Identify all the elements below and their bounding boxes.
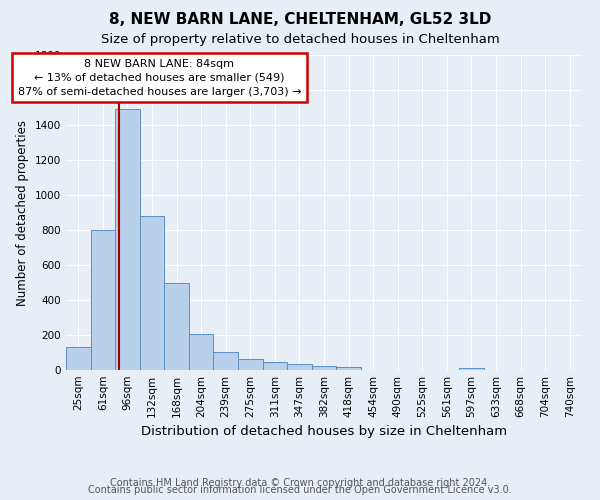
- Bar: [91, 230, 115, 370]
- Text: Contains HM Land Registry data © Crown copyright and database right 2024.: Contains HM Land Registry data © Crown c…: [110, 478, 490, 488]
- Y-axis label: Number of detached properties: Number of detached properties: [16, 120, 29, 306]
- Bar: [287, 364, 312, 370]
- Text: Contains public sector information licensed under the Open Government Licence v3: Contains public sector information licen…: [88, 485, 512, 495]
- Text: 8, NEW BARN LANE, CHELTENHAM, GL52 3LD: 8, NEW BARN LANE, CHELTENHAM, GL52 3LD: [109, 12, 491, 28]
- Bar: [263, 362, 287, 370]
- X-axis label: Distribution of detached houses by size in Cheltenham: Distribution of detached houses by size …: [141, 426, 507, 438]
- Bar: [164, 284, 189, 370]
- Bar: [140, 216, 164, 370]
- Bar: [238, 358, 263, 370]
- Bar: [214, 352, 238, 370]
- Bar: [66, 347, 91, 370]
- Bar: [336, 366, 361, 370]
- Bar: [115, 110, 140, 370]
- Text: Size of property relative to detached houses in Cheltenham: Size of property relative to detached ho…: [101, 32, 499, 46]
- Bar: [189, 334, 214, 370]
- Text: 8 NEW BARN LANE: 84sqm
← 13% of detached houses are smaller (549)
87% of semi-de: 8 NEW BARN LANE: 84sqm ← 13% of detached…: [17, 58, 301, 97]
- Bar: [459, 368, 484, 370]
- Bar: [312, 366, 336, 370]
